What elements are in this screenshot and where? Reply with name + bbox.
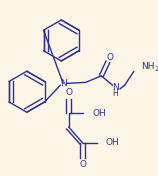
Text: O: O — [79, 160, 86, 169]
Text: O: O — [65, 88, 72, 97]
Text: N: N — [60, 79, 67, 88]
Text: OH: OH — [92, 109, 106, 118]
Text: O: O — [106, 53, 113, 62]
Text: OH: OH — [106, 139, 120, 147]
Text: N: N — [112, 83, 119, 93]
Text: H: H — [112, 89, 118, 98]
Text: NH: NH — [141, 62, 155, 71]
Text: 2: 2 — [155, 66, 158, 72]
